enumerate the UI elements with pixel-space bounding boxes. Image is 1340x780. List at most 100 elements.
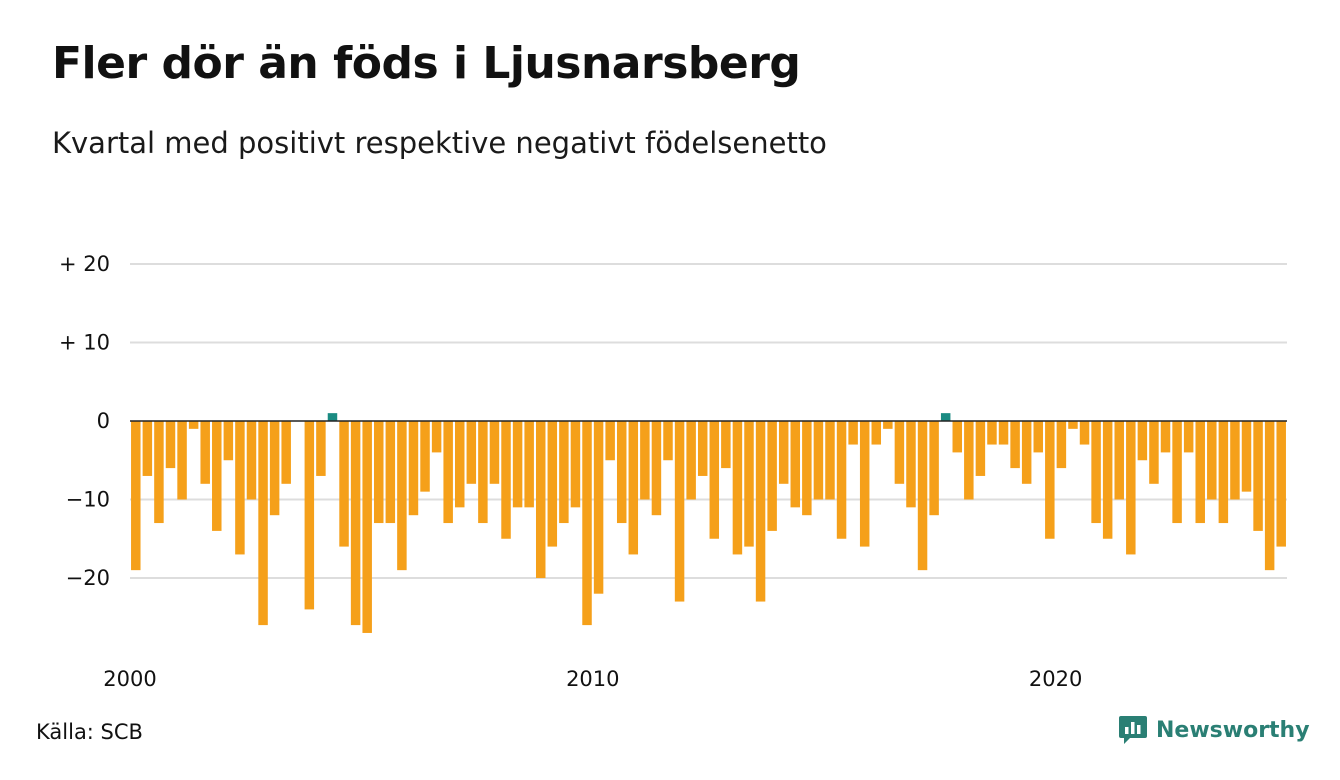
bar-46 [663, 421, 673, 461]
bar-79 [1045, 421, 1055, 539]
bar-59 [813, 421, 824, 500]
bar-69 [929, 421, 939, 516]
bar-48 [686, 421, 696, 500]
bar-76 [1010, 421, 1020, 469]
x-tick-label: 2010 [566, 667, 619, 691]
bar-72 [964, 421, 974, 500]
bar-65 [883, 421, 893, 429]
bar-68 [917, 421, 928, 571]
bar-17 [327, 413, 338, 421]
bar-62 [848, 421, 858, 445]
bar-13 [281, 421, 291, 484]
newsworthy-logo-icon [1119, 716, 1147, 744]
bar-57 [790, 421, 801, 508]
bar-73 [975, 421, 986, 476]
bar-3 [165, 421, 176, 469]
y-tick-label: −20 [66, 566, 110, 590]
bar-34 [524, 421, 534, 508]
bar-53 [744, 421, 754, 547]
bar-52 [732, 421, 743, 555]
bar-38 [570, 421, 581, 508]
bar-31 [489, 421, 500, 484]
bar-94 [1218, 421, 1229, 524]
bar-51 [721, 421, 731, 469]
bar-22 [385, 421, 396, 524]
bar-97 [1253, 421, 1263, 531]
bar-15 [304, 421, 315, 610]
bar-63 [859, 421, 870, 547]
bar-27 [443, 421, 453, 524]
bar-61 [836, 421, 847, 539]
bar-99 [1276, 421, 1286, 547]
bar-49 [697, 421, 708, 476]
bar-50 [709, 421, 720, 539]
bar-30 [478, 421, 488, 524]
bar-70 [940, 413, 951, 421]
bar-7 [212, 421, 222, 531]
bar-89 [1160, 421, 1171, 453]
bar-chart: + 20 + 10 0 −10 −20 2000 2010 2020 [59, 252, 1287, 691]
bar-0 [131, 421, 141, 571]
bar-74 [987, 421, 997, 445]
bars [130, 413, 1287, 633]
bar-87 [1137, 421, 1148, 461]
x-tick-label: 2000 [103, 667, 156, 691]
bar-67 [906, 421, 916, 508]
bar-77 [1021, 421, 1032, 484]
newsworthy-logo-text: Newsworthy [1156, 717, 1310, 743]
bar-45 [651, 421, 662, 516]
bar-5 [188, 421, 199, 429]
bar-55 [767, 421, 777, 531]
bar-93 [1207, 421, 1217, 500]
bar-9 [235, 421, 245, 555]
bar-1 [142, 421, 153, 476]
bar-71 [952, 421, 962, 453]
bar-78 [1033, 421, 1043, 453]
bar-75 [998, 421, 1009, 445]
bar-96 [1241, 421, 1252, 492]
bar-6 [200, 421, 210, 484]
chart-title: Fler dör än föds i Ljusnarsberg [52, 38, 801, 89]
bar-20 [362, 421, 372, 633]
bar-29 [466, 421, 477, 484]
bar-58 [802, 421, 812, 516]
bar-86 [1126, 421, 1136, 555]
bar-44 [640, 421, 650, 500]
bar-80 [1056, 421, 1067, 469]
bar-66 [894, 421, 905, 484]
bar-95 [1230, 421, 1240, 500]
bar-39 [582, 421, 592, 626]
bar-91 [1183, 421, 1194, 453]
bar-4 [177, 421, 187, 500]
bar-12 [269, 421, 280, 516]
bar-16 [316, 421, 326, 476]
bar-83 [1091, 421, 1101, 524]
bar-26 [431, 421, 442, 453]
bar-98 [1264, 421, 1275, 571]
bar-43 [628, 421, 639, 555]
bar-23 [397, 421, 407, 571]
chart-subtitle: Kvartal med positivt respektive negativt… [52, 126, 827, 160]
y-tick-label: 0 [97, 409, 110, 433]
bar-41 [605, 421, 615, 461]
x-tick-label: 2020 [1029, 667, 1082, 691]
bar-92 [1195, 421, 1205, 524]
bar-36 [547, 421, 558, 547]
bar-32 [501, 421, 511, 539]
bar-90 [1172, 421, 1182, 524]
bar-18 [339, 421, 349, 547]
bar-8 [223, 421, 234, 461]
bar-81 [1068, 421, 1078, 429]
bar-47 [674, 421, 685, 602]
source-note: Källa: SCB [36, 720, 143, 744]
bar-24 [408, 421, 419, 516]
bar-54 [755, 421, 766, 602]
bar-28 [455, 421, 465, 508]
bar-33 [512, 421, 523, 508]
bar-42 [616, 421, 627, 524]
bar-85 [1114, 421, 1124, 500]
bar-40 [593, 421, 604, 594]
bar-25 [420, 421, 430, 492]
bar-21 [374, 421, 384, 524]
bar-64 [871, 421, 882, 445]
